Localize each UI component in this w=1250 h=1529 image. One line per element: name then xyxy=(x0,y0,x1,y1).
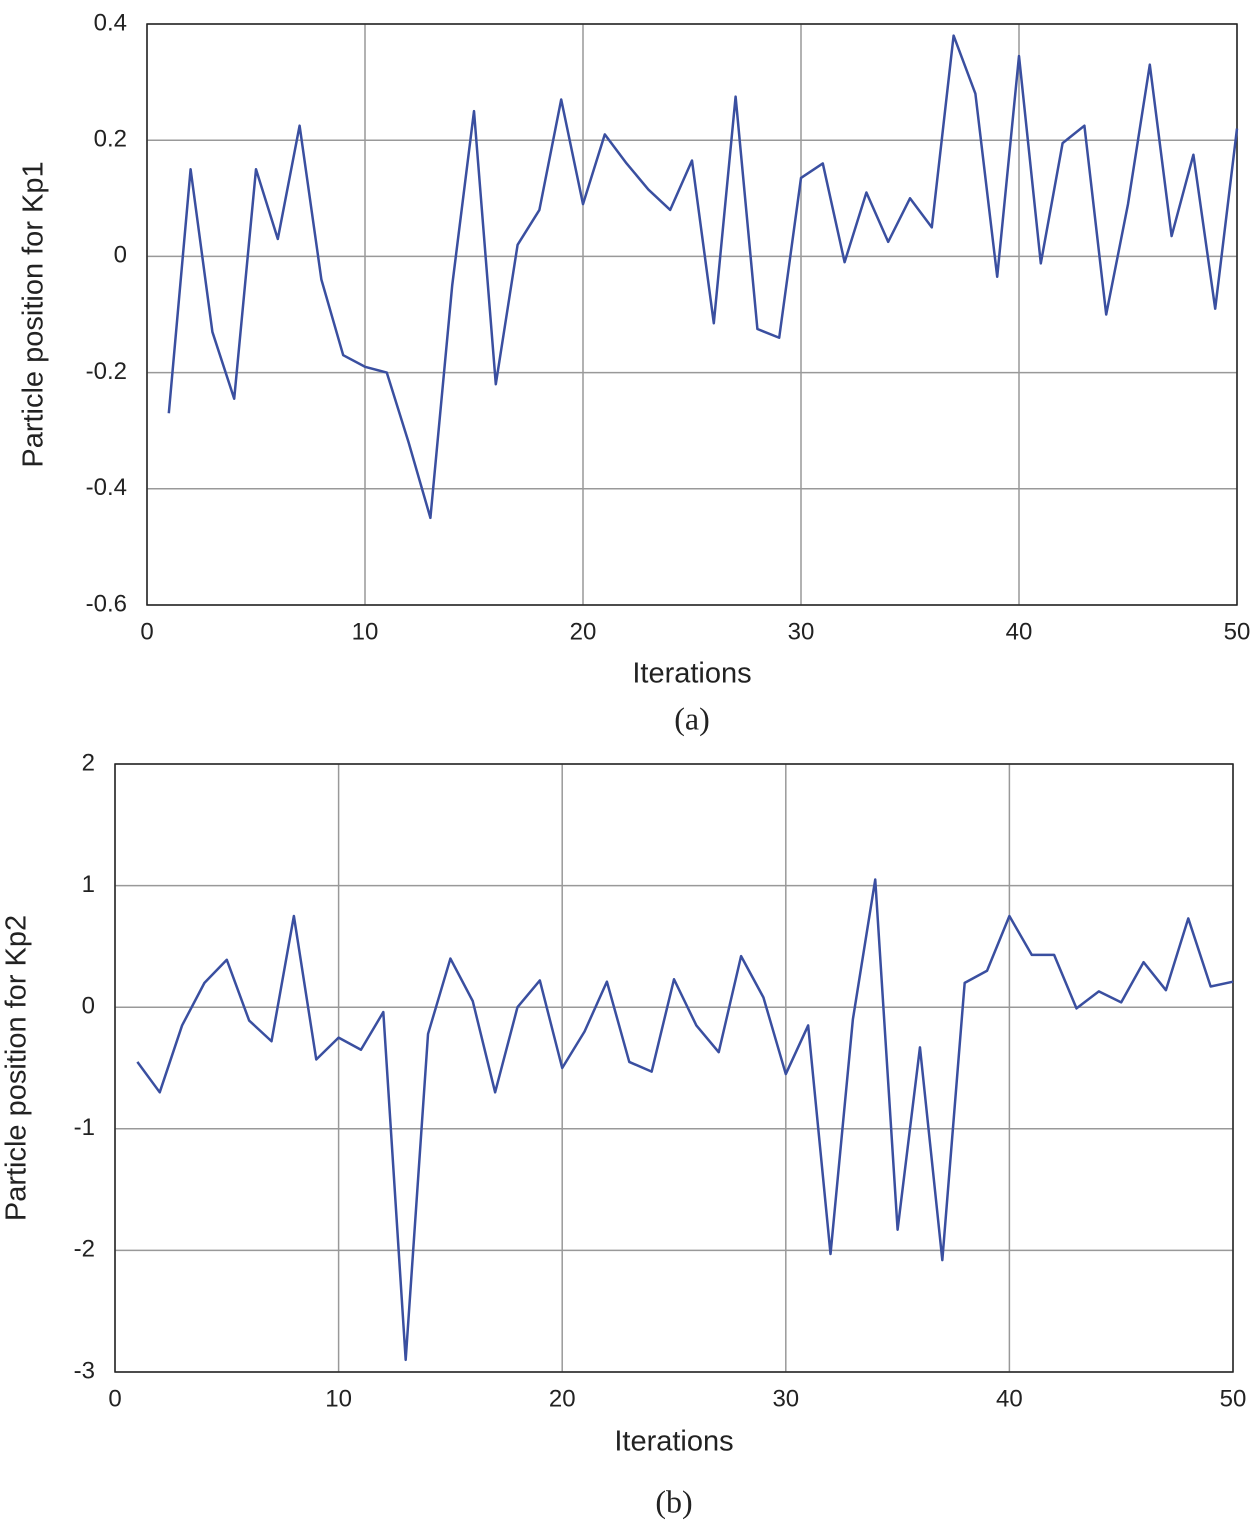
y-tick-label: 0 xyxy=(82,993,95,1020)
y-axis-label: Particle position for Kp2 xyxy=(1,915,33,1221)
y-tick-label: -1 xyxy=(74,1114,95,1141)
x-tick-label: 40 xyxy=(996,1385,1023,1412)
y-tick-label: -0.4 xyxy=(86,474,127,501)
data-line xyxy=(136,878,1234,1362)
x-tick-label: 30 xyxy=(788,618,815,645)
caption: (a) xyxy=(674,700,710,736)
y-tick-label: 1 xyxy=(82,871,95,898)
x-tick-label: 50 xyxy=(1220,1385,1247,1412)
y-tick-label: -2 xyxy=(74,1236,95,1263)
x-tick-label: 20 xyxy=(570,618,597,645)
y-axis-label: Particle position for Kp1 xyxy=(18,161,50,467)
y-tick-label: 0 xyxy=(114,242,127,269)
data-line xyxy=(167,34,1239,520)
x-tick-label: 30 xyxy=(772,1385,799,1412)
y-tick-label: -3 xyxy=(74,1357,95,1384)
x-tick-label: 0 xyxy=(140,618,153,645)
y-tick-label: -0.6 xyxy=(86,590,127,617)
x-tick-label: 10 xyxy=(325,1385,352,1412)
y-tick-label: 0.2 xyxy=(94,126,127,153)
y-tick-label: -0.2 xyxy=(86,358,127,385)
x-tick-label: 20 xyxy=(549,1385,576,1412)
x-tick-label: 50 xyxy=(1224,618,1250,645)
plot-frame xyxy=(114,763,1234,1373)
x-tick-label: 10 xyxy=(352,618,379,645)
plot-frame xyxy=(146,23,1238,606)
x-tick-label: 40 xyxy=(1006,618,1033,645)
x-axis-label: Iterations xyxy=(632,658,751,690)
y-tick-label: 2 xyxy=(82,749,95,776)
y-tick-label: 0.4 xyxy=(94,9,127,36)
x-tick-label: 0 xyxy=(108,1385,121,1412)
x-axis-label: Iterations xyxy=(614,1426,733,1458)
caption: (b) xyxy=(655,1483,692,1519)
